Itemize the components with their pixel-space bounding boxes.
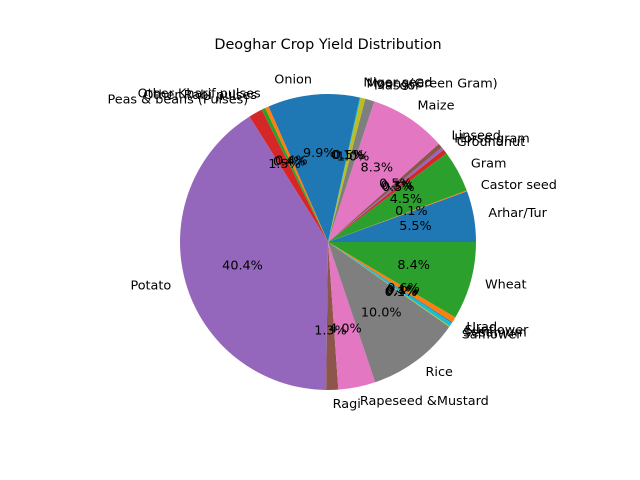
chart-title: Deoghar Crop Yield Distribution [214, 37, 441, 53]
slice-percent-label: 5.5% [399, 219, 432, 234]
slice-label: Sunflower [465, 323, 530, 338]
slice-label: Potato [130, 278, 171, 293]
pie-slice [261, 108, 328, 243]
slice-percent-label: 0.4% [385, 284, 418, 299]
slice-percent-label: 40.4% [222, 258, 263, 273]
slice-label: Other Rabi pulses [143, 88, 257, 103]
pie-slice [328, 242, 376, 390]
pie-slice [328, 242, 452, 327]
pie-slice [268, 94, 360, 242]
slice-percent-label: 0.5% [379, 177, 412, 192]
slice-percent-label: 0.1% [395, 204, 428, 219]
slice-percent-label: 4.0% [329, 322, 362, 337]
slice-label: Gram [471, 157, 507, 172]
slice-percent-label: 0.3% [381, 178, 414, 193]
slice-percent-label: 1.3% [314, 323, 347, 338]
pie-slice [328, 97, 361, 242]
slice-label: Castor seed [481, 178, 557, 193]
pie-slice [328, 101, 439, 242]
pie-slice [249, 109, 328, 242]
slice-label: Niger seed [363, 76, 432, 91]
pie-slice [328, 153, 467, 242]
slice-percent-label: 0.5% [382, 180, 415, 195]
slice-label: Arhar/Tur [488, 206, 547, 221]
slice-label: Ragi [333, 397, 361, 412]
pie-slice [180, 116, 328, 390]
pie-slice [328, 143, 442, 242]
slice-label: Sesamum [463, 325, 527, 340]
slice-percent-label: 9.9% [303, 146, 336, 161]
slice-percent-label: 8.3% [361, 160, 394, 175]
pie-slice [328, 242, 453, 323]
pie-slice [328, 147, 444, 242]
pie-slice [328, 191, 477, 242]
slice-percent-label: 10.0% [361, 306, 402, 321]
slice-percent-label: 0.6% [387, 281, 420, 296]
pie-slice [328, 242, 476, 318]
slice-percent-label: 8.4% [397, 258, 430, 273]
slice-label: Onion [274, 72, 312, 87]
slice-labels: Arhar/Tur Castor seed Gram GroundnutHorse-g… [107, 72, 556, 412]
pie-slice [328, 97, 366, 243]
slice-label: Other Kharif pulses [138, 86, 261, 101]
slice-label: Peas & beans (Pulses) [107, 93, 248, 108]
slice-percent-label: 0.5% [333, 148, 366, 163]
slice-label: Wheat [485, 277, 527, 292]
pie-slice [328, 98, 375, 242]
slice-percent-label: 1.5% [268, 157, 301, 172]
slice-percent-label: 4.5% [390, 192, 423, 207]
slice-percent-labels: 5.5%0.1%4.5%0.5%0.3%0.5%8.3%1.0%0.5%0.1%… [222, 146, 432, 338]
slice-percent-label: 0.4% [273, 155, 306, 170]
slice-label: Rice [426, 365, 453, 380]
slice-label: Maize [417, 98, 454, 113]
pie-slice [326, 242, 339, 391]
pie-slice [328, 242, 456, 323]
slice-percent-label: 1.0% [337, 149, 370, 164]
pie-slice [328, 242, 450, 383]
pie-slice [328, 149, 447, 242]
slice-percent-label: 0.1% [385, 285, 418, 300]
slice-label: Moong(Green Gram) [366, 76, 497, 91]
slice-label: Urad [467, 320, 498, 335]
pie-slice [265, 106, 328, 242]
pie-slices [180, 94, 477, 391]
slice-label: Masoor [374, 78, 421, 93]
slice-label: Linseed [452, 128, 501, 143]
pie-slice [328, 242, 450, 327]
slice-label: Horse-gram [454, 132, 530, 147]
slice-percent-label: 0.1% [386, 283, 419, 298]
slice-percent-label: 0.4% [275, 154, 308, 169]
slice-label: Groundnut [457, 135, 525, 150]
slice-label: Rapeseed &Mustard [360, 394, 489, 409]
slice-label: Safflower [462, 327, 523, 342]
pie-slice [328, 190, 468, 242]
slice-percent-label: 0.1% [331, 148, 364, 163]
